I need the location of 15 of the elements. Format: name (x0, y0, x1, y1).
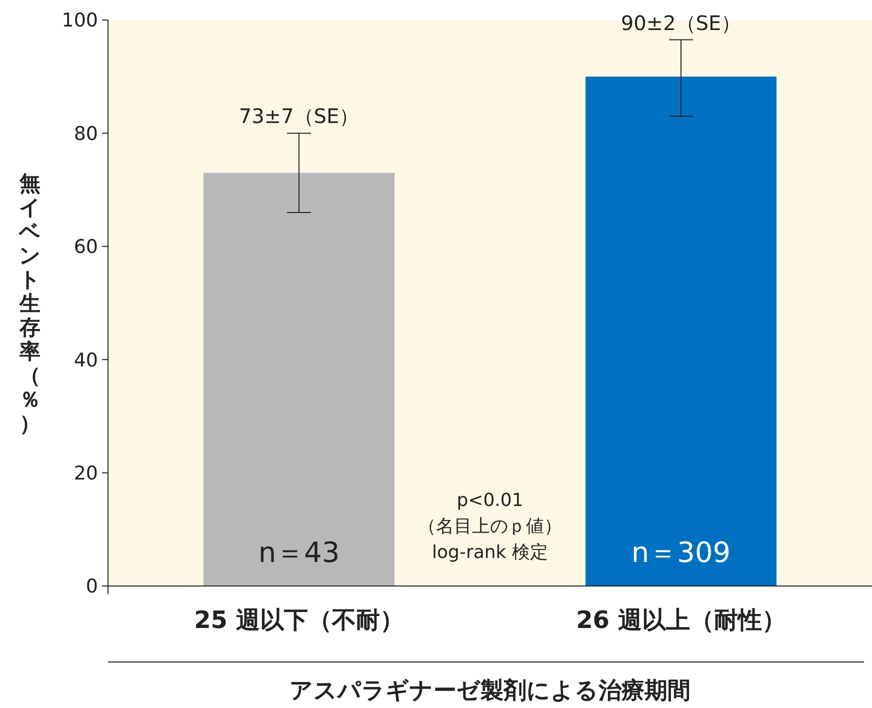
text: 無イベント生存率（％） (19, 171, 41, 436)
y-tick-label: 20 (74, 462, 98, 484)
x-tick-label: 25 週以下（不耐） (194, 606, 404, 634)
data-label: 73±7（SE） (238, 104, 360, 128)
x-tick-label: 26 週以上（耐性） (576, 606, 786, 634)
annotation: p<0.01 （名目上のｐ値） log-rank 検定 (418, 490, 562, 563)
x-axis-title: アスパラギナーゼ製剤による治療期間 (290, 677, 690, 704)
y-tick-label: 0 (86, 576, 98, 598)
annotation: n＝43 (258, 536, 340, 569)
annotation: n＝309 (631, 536, 731, 569)
data-label: 90±2（SE） (620, 10, 742, 35)
y-tick-label: 100 (62, 10, 98, 32)
y-tick-label: 80 (74, 122, 98, 145)
y-tick-label: 60 (74, 236, 98, 258)
y-tick-label: 40 (74, 349, 98, 372)
